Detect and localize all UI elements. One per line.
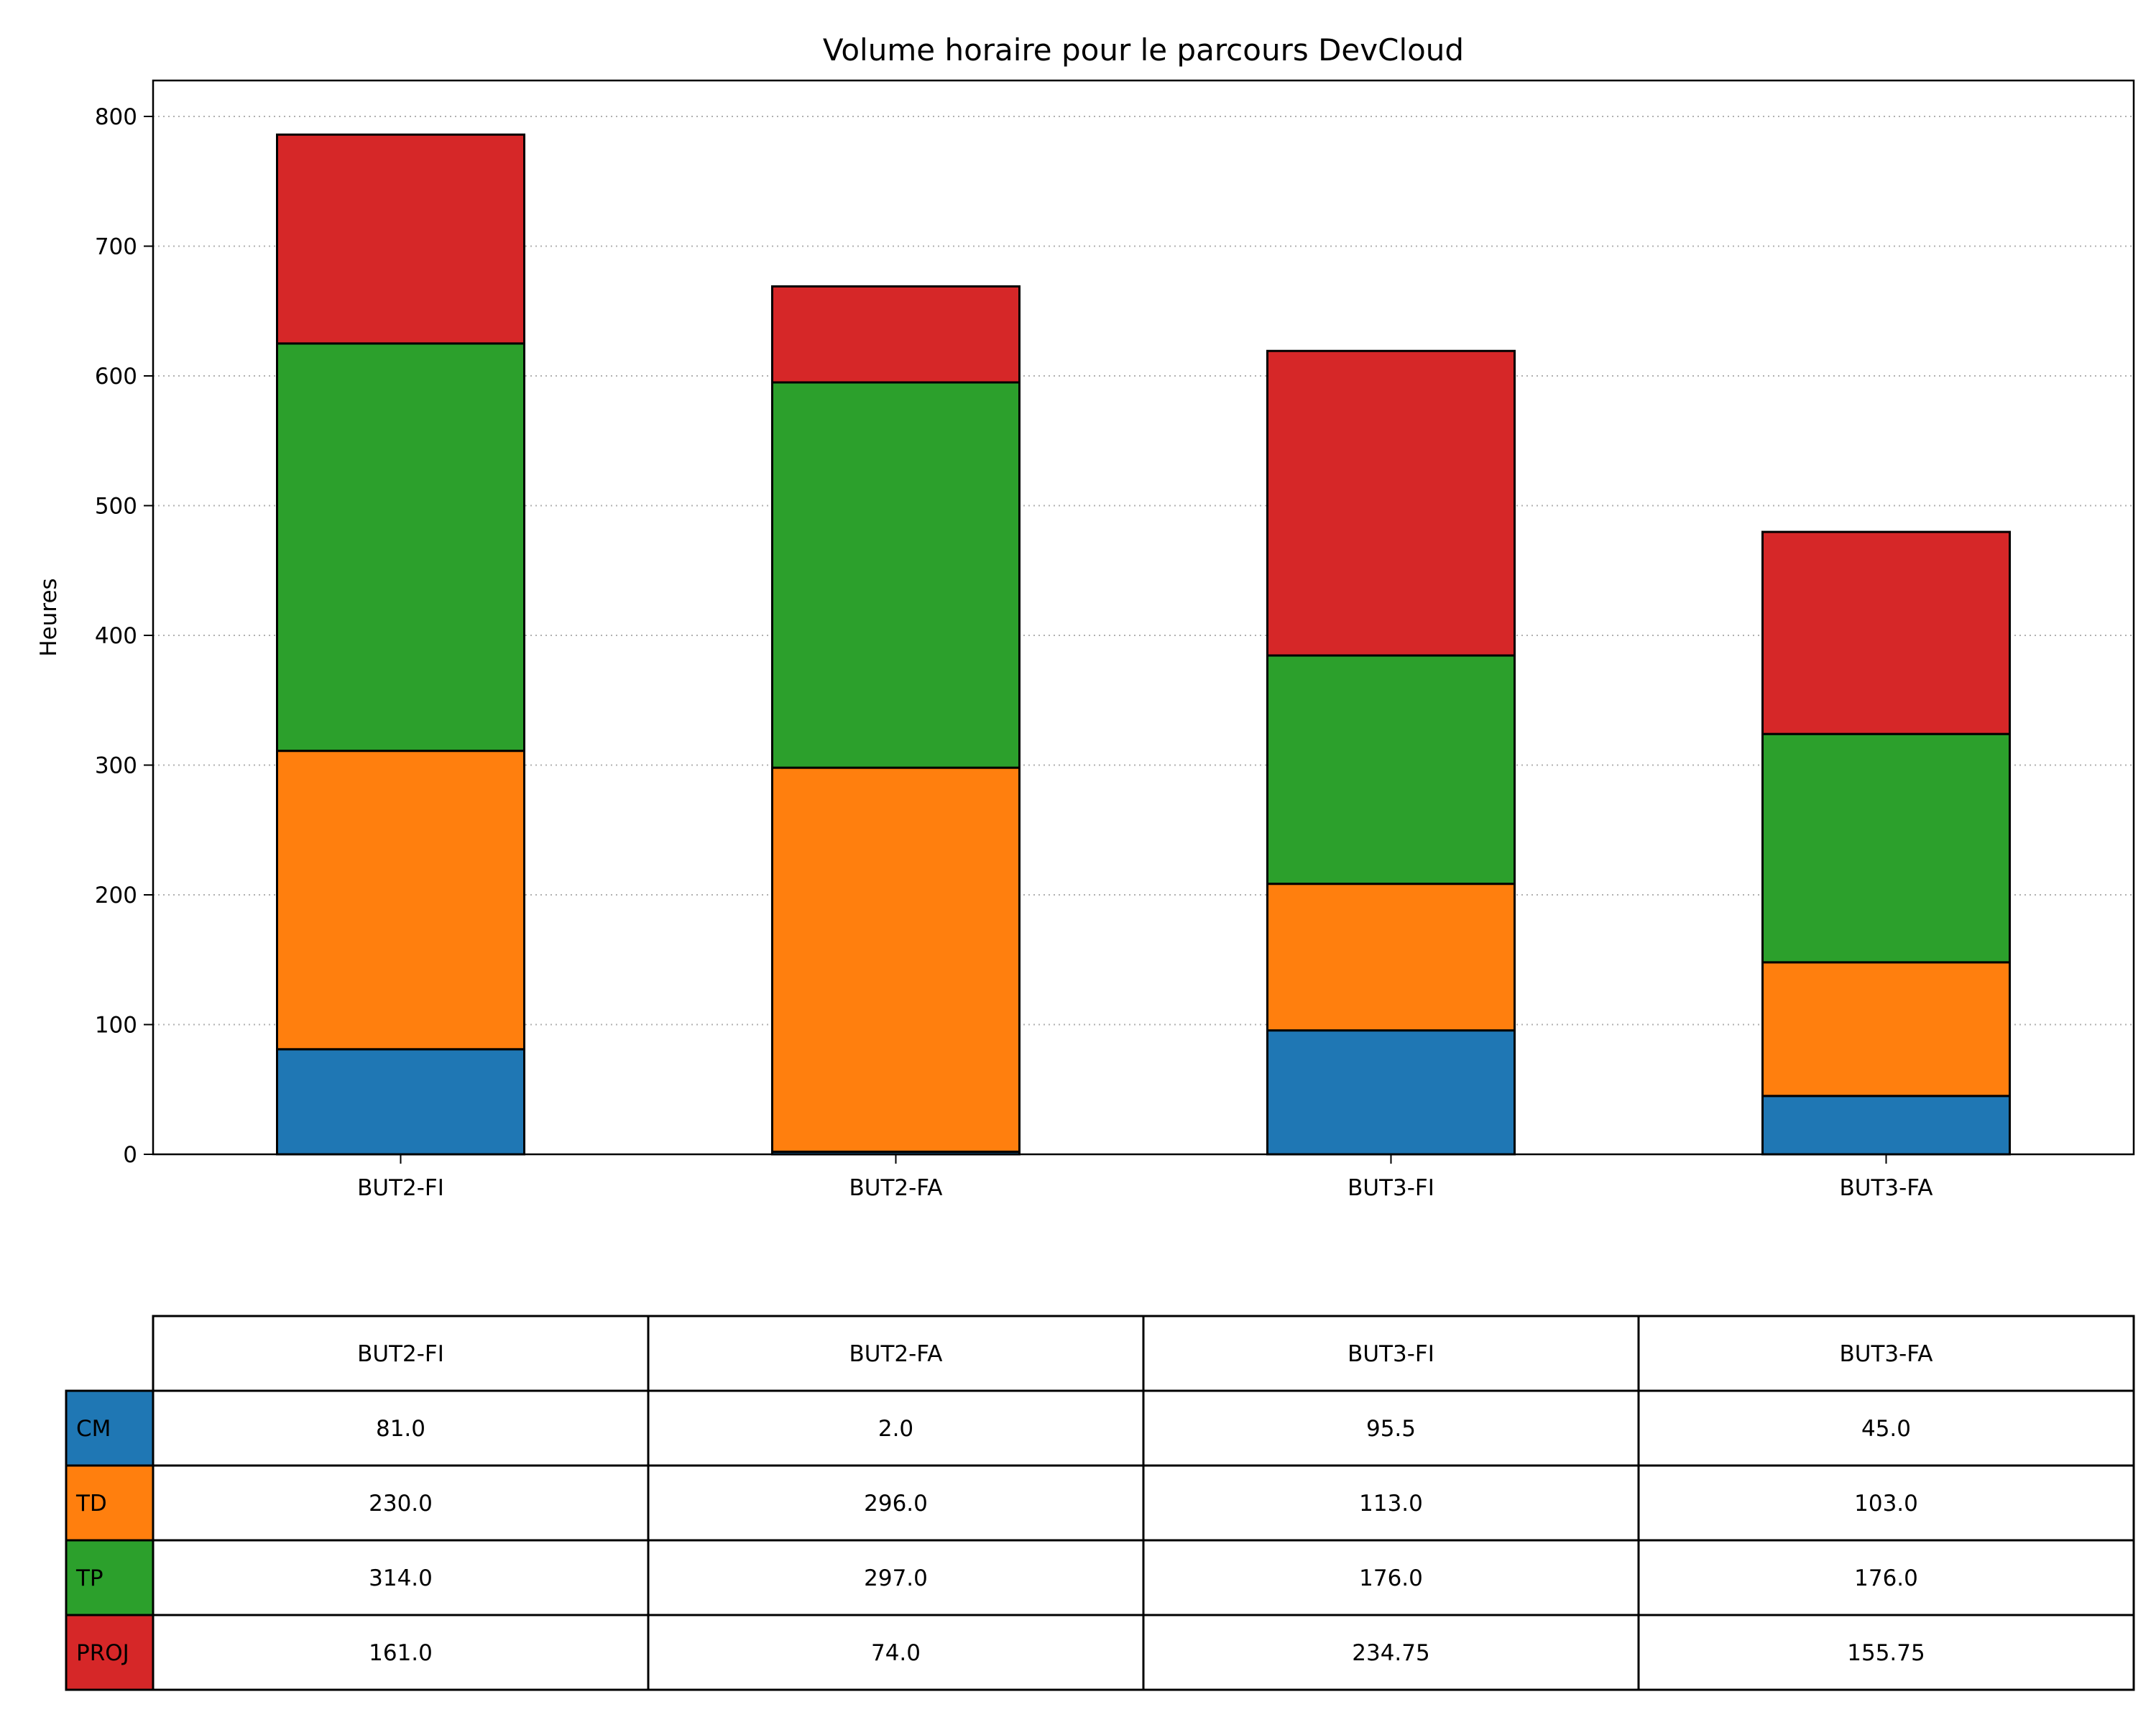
table-cell xyxy=(1637,1389,2135,1467)
x-tick-label: BUT2-FI xyxy=(357,1175,444,1201)
table-cell xyxy=(647,1539,1145,1616)
table-header-cell xyxy=(647,1315,1145,1392)
table-cell-value: 81.0 xyxy=(376,1416,425,1442)
table-cell xyxy=(1637,1539,2135,1616)
y-tick-label: 0 xyxy=(123,1142,137,1168)
table-column-header: BUT3-FA xyxy=(1840,1341,1933,1367)
bar-segment-td xyxy=(1761,961,2011,1098)
y-tick-label: 800 xyxy=(95,104,137,130)
bar-segment-cm xyxy=(1266,1029,1516,1156)
y-tick-label: 200 xyxy=(95,883,137,908)
table-cell-value: 230.0 xyxy=(369,1491,433,1517)
table-cell xyxy=(647,1614,1145,1691)
table-row-label: TD xyxy=(75,1491,107,1517)
bar-segment-proj xyxy=(1761,530,2011,735)
table-cell xyxy=(1142,1464,1640,1542)
table-cell xyxy=(152,1614,650,1691)
x-tick-label: BUT3-FI xyxy=(1348,1175,1434,1201)
y-tick-label: 400 xyxy=(95,623,137,649)
bar-segment-tp xyxy=(771,381,1021,769)
table-cell xyxy=(152,1539,650,1616)
bar-segment-td xyxy=(1266,883,1516,1032)
bar-segment-cm xyxy=(276,1048,525,1156)
table-cell-value: 113.0 xyxy=(1359,1491,1423,1517)
y-axis-label: Heures xyxy=(36,578,62,656)
bar-segment-proj xyxy=(771,285,1021,384)
table-cell-value: 296.0 xyxy=(864,1491,928,1517)
table-row-label: CM xyxy=(76,1416,111,1442)
bar-segment-tp xyxy=(1266,654,1516,886)
table-cell xyxy=(1142,1614,1640,1691)
bar-segment-td xyxy=(771,766,1021,1153)
table-cell-value: 176.0 xyxy=(1359,1565,1423,1591)
table-cell-value: 155.75 xyxy=(1847,1640,1925,1666)
table-cell-value: 314.0 xyxy=(369,1565,433,1591)
y-tick-label: 700 xyxy=(95,234,137,260)
table-cell-value: 74.0 xyxy=(871,1640,921,1666)
table-header-cell xyxy=(1142,1315,1640,1392)
table-cell xyxy=(647,1389,1145,1467)
table-column-header: BUT3-FI xyxy=(1348,1341,1434,1367)
table-cell-value: 45.0 xyxy=(1861,1416,1911,1442)
table-row-label: PROJ xyxy=(76,1640,129,1666)
table-cell xyxy=(1637,1614,2135,1691)
table-cell-value: 2.0 xyxy=(878,1416,913,1442)
table-cell-value: 234.75 xyxy=(1352,1640,1429,1666)
table-column-header: BUT2-FI xyxy=(357,1341,444,1367)
bar-segment-tp xyxy=(1761,732,2011,964)
bar-segment-proj xyxy=(1266,349,1516,657)
x-tick-label: BUT2-FA xyxy=(849,1175,943,1201)
y-tick-label: 500 xyxy=(95,494,137,520)
chart-title: Volume horaire pour le parcours DevCloud xyxy=(823,32,1464,68)
table-column-header: BUT2-FA xyxy=(849,1341,943,1367)
plot-frame xyxy=(152,79,2135,1156)
x-tick-label: BUT3-FA xyxy=(1840,1175,1933,1201)
bar-segment-td xyxy=(276,750,525,1051)
table-cell xyxy=(647,1464,1145,1542)
y-tick-label: 300 xyxy=(95,753,137,779)
bar-segment-cm xyxy=(1761,1095,2011,1156)
table-cell xyxy=(152,1464,650,1542)
table-row-label: TP xyxy=(75,1565,103,1591)
table-cell-value: 161.0 xyxy=(369,1640,433,1666)
bar-segment-proj xyxy=(276,133,525,345)
table-cell xyxy=(1142,1539,1640,1616)
table-cell-value: 297.0 xyxy=(864,1565,928,1591)
table-row-label-cell xyxy=(65,1389,155,1467)
y-tick-label: 100 xyxy=(95,1013,137,1039)
table-cell xyxy=(1142,1389,1640,1467)
table-cell xyxy=(1637,1464,2135,1542)
table-cell-value: 176.0 xyxy=(1854,1565,1918,1591)
y-tick-label: 600 xyxy=(95,364,137,390)
table-cell-value: 95.5 xyxy=(1366,1416,1416,1442)
bar-segment-tp xyxy=(276,342,525,753)
table-header-cell xyxy=(1637,1315,2135,1392)
table-cell-value: 103.0 xyxy=(1854,1491,1918,1517)
table-cell xyxy=(152,1389,650,1467)
